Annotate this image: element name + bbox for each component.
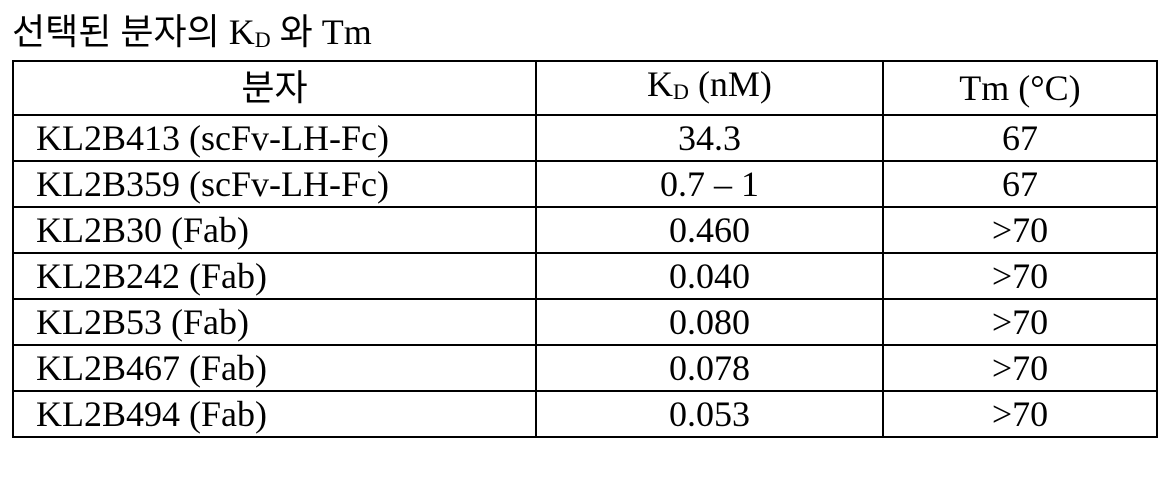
caption-subscript: D	[254, 27, 271, 52]
cell-tm: >70	[882, 298, 1158, 346]
table-caption: 선택된 분자의 KD 와 Tm	[12, 8, 372, 56]
table-row: KL2B359 (scFv-LH-Fc) 0.7 – 1 67	[12, 160, 1158, 208]
table-row: KL2B242 (Fab) 0.040 >70	[12, 252, 1158, 300]
cell-tm: >70	[882, 390, 1158, 438]
cell-tm: 67	[882, 114, 1158, 162]
cell-tm: >70	[882, 206, 1158, 254]
caption-suffix: 와 Tm	[270, 12, 372, 52]
header-kd: KD (nM)	[535, 60, 884, 116]
cell-molecule: KL2B242 (Fab)	[12, 252, 537, 300]
table-row: KL2B53 (Fab) 0.080 >70	[12, 298, 1158, 346]
kd-tm-table: 분자 KD (nM) Tm (°C) KL2B413 (scFv-LH-Fc) …	[12, 60, 1158, 438]
cell-kd: 0.053	[535, 390, 884, 438]
cell-kd: 0.080	[535, 298, 884, 346]
header-tm: Tm (°C)	[882, 60, 1158, 116]
caption-prefix: 선택된 분자의 K	[12, 12, 255, 52]
cell-molecule: KL2B359 (scFv-LH-Fc)	[12, 160, 537, 208]
cell-tm: >70	[882, 344, 1158, 392]
cell-molecule: KL2B30 (Fab)	[12, 206, 537, 254]
cell-kd: 0.460	[535, 206, 884, 254]
cell-molecule: KL2B53 (Fab)	[12, 298, 537, 346]
cell-tm: >70	[882, 252, 1158, 300]
cell-molecule: KL2B494 (Fab)	[12, 390, 537, 438]
header-kd-subscript: D	[673, 79, 689, 104]
header-kd-unit: (nM)	[688, 64, 772, 104]
table-row: KL2B30 (Fab) 0.460 >70	[12, 206, 1158, 254]
header-kd-main: K	[647, 64, 674, 104]
cell-kd: 34.3	[535, 114, 884, 162]
cell-tm: 67	[882, 160, 1158, 208]
table-row: KL2B413 (scFv-LH-Fc) 34.3 67	[12, 114, 1158, 162]
cell-kd: 0.040	[535, 252, 884, 300]
header-row: 분자 KD (nM) Tm (°C)	[12, 60, 1158, 116]
header-molecule: 분자	[12, 60, 537, 116]
cell-molecule: KL2B413 (scFv-LH-Fc)	[12, 114, 537, 162]
cell-kd: 0.7 – 1	[535, 160, 884, 208]
table-row: KL2B494 (Fab) 0.053 >70	[12, 390, 1158, 438]
cell-kd: 0.078	[535, 344, 884, 392]
cell-molecule: KL2B467 (Fab)	[12, 344, 537, 392]
table-row: KL2B467 (Fab) 0.078 >70	[12, 344, 1158, 392]
